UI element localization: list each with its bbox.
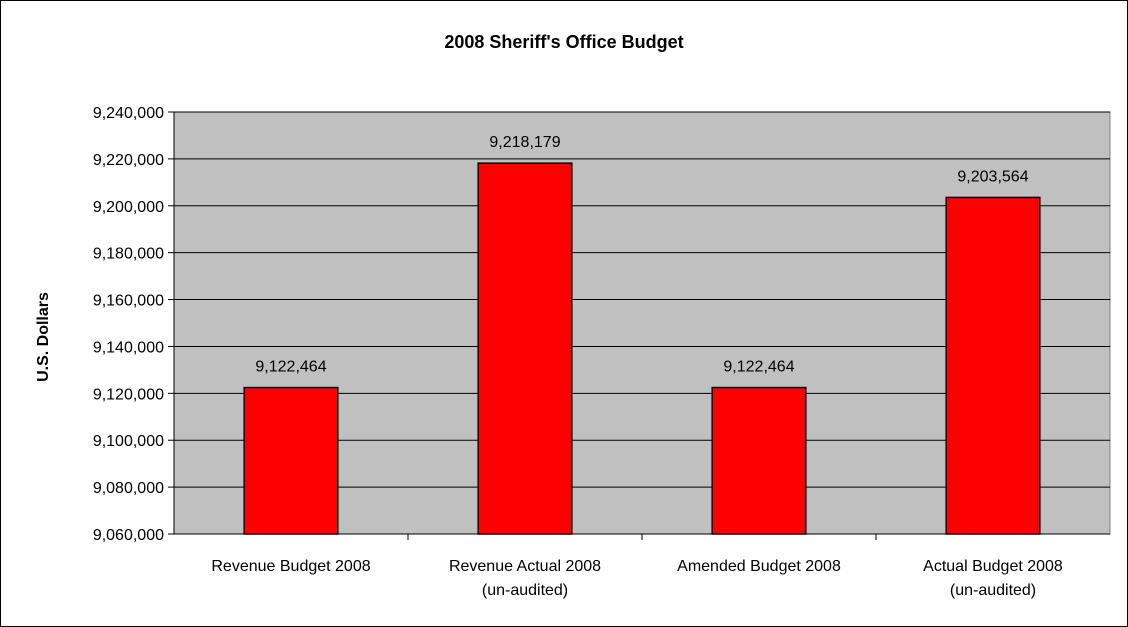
- y-tick-label: 9,080,000: [93, 480, 164, 497]
- x-tick-label: Revenue Actual 2008: [449, 558, 601, 575]
- bar: [945, 196, 1041, 535]
- y-tick-label: 9,180,000: [93, 246, 164, 263]
- x-tick-label: Actual Budget 2008: [923, 558, 1063, 575]
- bar: [477, 162, 573, 535]
- data-label: 9,203,564: [957, 168, 1028, 185]
- x-tick-label: (un-audited): [482, 582, 568, 599]
- y-tick-label: 9,240,000: [93, 105, 164, 122]
- data-label: 9,122,464: [255, 359, 326, 376]
- y-tick-label: 9,140,000: [93, 339, 164, 356]
- y-tick-label: 9,160,000: [93, 293, 164, 310]
- y-tick-label: 9,220,000: [93, 152, 164, 169]
- x-tick-label: Amended Budget 2008: [677, 558, 841, 575]
- x-tick-label: (un-audited): [950, 582, 1036, 599]
- y-tick-label: 9,100,000: [93, 433, 164, 450]
- bar: [243, 386, 339, 535]
- data-label: 9,218,179: [489, 134, 560, 151]
- y-tick-label: 9,200,000: [93, 199, 164, 216]
- bar: [711, 386, 807, 535]
- y-tick-label: 9,120,000: [93, 386, 164, 403]
- y-tick-label: 9,060,000: [93, 527, 164, 544]
- y-axis-label: U.S. Dollars: [35, 292, 52, 382]
- chart-title: 2008 Sheriff's Office Budget: [444, 32, 683, 52]
- x-tick-label: Revenue Budget 2008: [211, 558, 370, 575]
- plot-area: 9,060,000 9,080,000 9,100,000 9,120,000 9,14…: [93, 105, 1111, 599]
- data-label: 9,122,464: [723, 359, 794, 376]
